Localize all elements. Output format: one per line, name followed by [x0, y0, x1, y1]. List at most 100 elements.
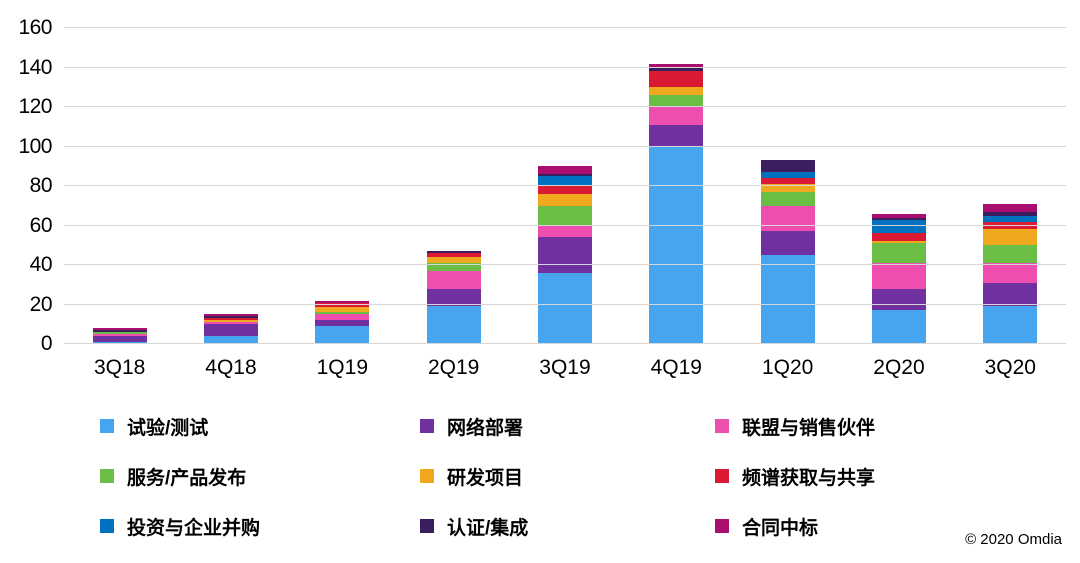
segment-4Q18-网络部署 — [203, 324, 258, 337]
segment-4Q18-联盟与销售伙伴 — [203, 322, 258, 325]
segment-3Q20-联盟与销售伙伴 — [983, 263, 1038, 283]
segment-2Q20-认证/集成 — [871, 217, 926, 220]
gridline — [64, 27, 1066, 28]
segment-1Q19-合同中标 — [315, 300, 370, 303]
segment-4Q19-试验/测试 — [649, 146, 704, 344]
segment-4Q18-认证/集成 — [203, 316, 258, 319]
segment-2Q20-试验/测试 — [871, 310, 926, 344]
legend-label: 服务/产品发布 — [127, 467, 247, 489]
x-tick-label-4Q18: 4Q18 — [205, 356, 257, 379]
bar-slot-2Q20 — [843, 28, 954, 344]
gridline — [64, 224, 1066, 226]
x-tick-label-2Q20: 2Q20 — [873, 356, 925, 379]
segment-2Q20-频谱获取与共享 — [871, 233, 926, 242]
segment-1Q20-联盟与销售伙伴 — [760, 205, 815, 232]
legend-label: 研发项目 — [447, 467, 524, 489]
legend-label: 网络部署 — [447, 417, 524, 439]
segment-4Q18-试验/测试 — [203, 336, 258, 344]
legend-label: 试验/测试 — [127, 417, 209, 439]
bar-slot-2Q19 — [398, 28, 509, 344]
segment-3Q20-服务/产品发布 — [983, 245, 1038, 264]
y-tick-label: 100 — [18, 134, 52, 158]
x-tick-label-1Q20: 1Q20 — [761, 356, 814, 379]
segment-3Q20-投资与企业并购 — [983, 215, 1038, 222]
y-axis: 0 20 40 60 80 100 120 140 160 — [0, 16, 53, 355]
segment-3Q18-服务/产品发布 — [92, 332, 147, 335]
bar-4Q19 — [649, 28, 704, 344]
x-tick-label-1Q19: 1Q19 — [316, 356, 368, 379]
legend-swatch-icon — [100, 469, 114, 483]
segment-3Q19-合同中标 — [537, 166, 592, 175]
segment-1Q20-认证/集成 — [760, 160, 815, 173]
legend-swatch-icon — [100, 419, 114, 433]
gridline — [64, 145, 1066, 147]
gridline — [64, 303, 1066, 305]
segment-1Q20-服务/产品发布 — [760, 191, 815, 206]
segment-2Q20-网络部署 — [871, 288, 926, 311]
y-tick-label: 140 — [18, 55, 52, 79]
segment-3Q19-联盟与销售伙伴 — [537, 225, 592, 238]
copyright: © 2020 Omdia — [965, 531, 1062, 548]
legend-label: 投资与企业并购 — [127, 517, 261, 539]
segment-3Q20-合同中标 — [983, 203, 1038, 212]
legend-label: 合同中标 — [742, 517, 819, 539]
segment-3Q18-认证/集成 — [92, 330, 147, 333]
gridline — [64, 185, 1066, 186]
legend-swatch-icon — [715, 419, 729, 433]
segment-4Q18-研发项目 — [203, 320, 258, 323]
legend-item-频谱获取与共享: 频谱获取与共享 — [715, 458, 1000, 494]
bar-2Q20 — [871, 28, 926, 344]
bar-slot-4Q18 — [175, 28, 286, 344]
legend-item-认证/集成: 认证/集成 — [420, 508, 715, 544]
segment-2Q19-认证/集成 — [426, 251, 481, 254]
bar-3Q19 — [537, 28, 592, 344]
legend-item-研发项目: 研发项目 — [420, 458, 715, 494]
bar-slot-3Q20 — [955, 28, 1066, 344]
legend: 试验/测试 网络部署 联盟与销售伙伴 服务/产品发布 研发项目 频谱获取与共享 投资与企业并… — [100, 408, 1000, 544]
y-tick-label: 40 — [29, 253, 53, 276]
segment-3Q19-网络部署 — [537, 237, 592, 273]
x-tick-label-2Q19: 2Q19 — [427, 356, 480, 379]
x-tick-label-4Q19: 4Q19 — [650, 356, 702, 379]
segment-3Q19-研发项目 — [537, 193, 592, 206]
x-tick-label-3Q18: 3Q18 — [93, 356, 146, 379]
legend-item-投资与企业并购: 投资与企业并购 — [100, 508, 420, 544]
segment-2Q19-联盟与销售伙伴 — [426, 270, 481, 289]
segment-3Q20-网络部署 — [983, 282, 1038, 307]
gridline — [64, 66, 1066, 68]
plot-area — [64, 27, 1066, 344]
y-tick-label: 160 — [18, 16, 52, 39]
segment-2Q20-联盟与销售伙伴 — [871, 263, 926, 289]
segment-2Q19-频谱获取与共享 — [426, 253, 481, 258]
segment-3Q19-投资与企业并购 — [537, 176, 592, 187]
legend-label: 认证/集成 — [447, 517, 529, 539]
segment-4Q19-服务/产品发布 — [649, 95, 704, 108]
bars-container — [64, 28, 1066, 344]
segment-4Q19-研发项目 — [649, 87, 704, 96]
segment-1Q20-网络部署 — [760, 231, 815, 256]
bar-1Q20 — [760, 28, 815, 344]
bar-slot-1Q20 — [732, 28, 843, 344]
bar-slot-1Q19 — [287, 28, 398, 344]
segment-1Q19-试验/测试 — [315, 326, 370, 344]
legend-swatch-icon — [420, 519, 434, 533]
segment-3Q19-试验/测试 — [537, 272, 592, 344]
bar-2Q19 — [426, 28, 481, 344]
segment-1Q20-研发项目 — [760, 184, 815, 192]
legend-item-网络部署: 网络部署 — [420, 408, 715, 444]
bar-1Q19 — [315, 28, 370, 344]
segment-3Q20-试验/测试 — [983, 306, 1038, 344]
segment-4Q19-网络部署 — [649, 124, 704, 147]
y-tick-label: 80 — [29, 174, 53, 197]
legend-swatch-icon — [420, 419, 434, 433]
gridline — [64, 264, 1066, 265]
bar-slot-3Q19 — [509, 28, 620, 344]
segment-3Q18-联盟与销售伙伴 — [92, 334, 147, 337]
x-axis: 3Q18 4Q18 1Q19 2Q19 3Q19 4Q19 1Q20 2Q20 3Q20 — [64, 356, 1066, 380]
segment-1Q20-频谱获取与共享 — [760, 178, 815, 185]
segment-1Q19-频谱获取与共享 — [315, 302, 370, 307]
segment-4Q19-认证/集成 — [649, 67, 704, 72]
legend-item-合同中标: 合同中标 — [715, 508, 1000, 544]
legend-swatch-icon — [715, 469, 729, 483]
segment-4Q19-联盟与销售伙伴 — [649, 107, 704, 125]
